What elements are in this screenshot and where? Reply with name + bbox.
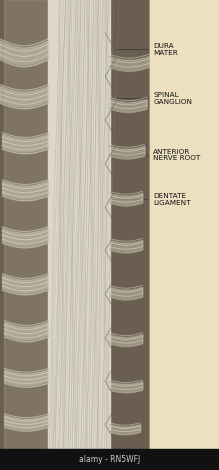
Text: DURA
MATER: DURA MATER <box>153 43 178 56</box>
Polygon shape <box>101 0 149 470</box>
Polygon shape <box>0 0 74 470</box>
Text: ANTERIOR
NERVE ROOT: ANTERIOR NERVE ROOT <box>153 149 201 162</box>
Bar <box>0 449 219 470</box>
Bar <box>48 0 110 470</box>
Text: alamy - RN5WFJ: alamy - RN5WFJ <box>79 455 140 464</box>
Polygon shape <box>4 0 48 470</box>
Text: DENTATE
LIGAMENT: DENTATE LIGAMENT <box>153 193 191 206</box>
Text: SPINAL
GANGLION: SPINAL GANGLION <box>153 92 192 105</box>
